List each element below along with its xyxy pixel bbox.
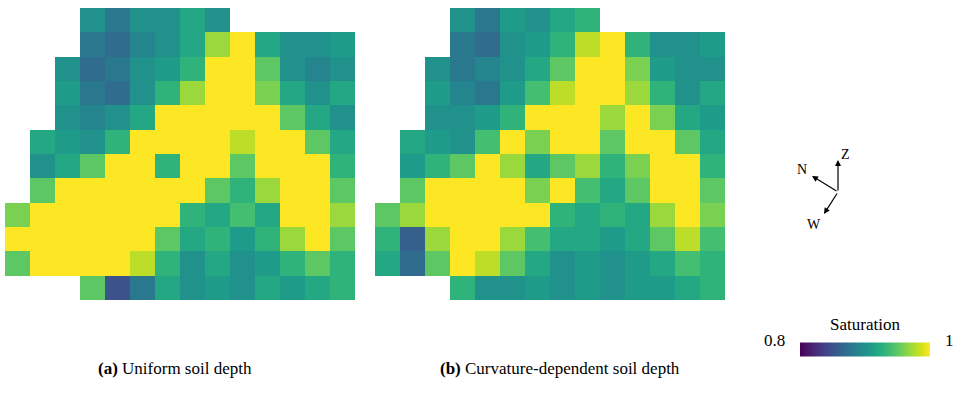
svg-text:Z: Z bbox=[841, 147, 850, 162]
svg-text:W: W bbox=[807, 217, 821, 232]
svg-text:0.8: 0.8 bbox=[764, 331, 785, 350]
svg-text:(a) Uniform soil depth: (a) Uniform soil depth bbox=[98, 359, 252, 378]
svg-text:(b) Curvature-dependent soil d: (b) Curvature-dependent soil depth bbox=[440, 359, 680, 378]
svg-text:1: 1 bbox=[945, 331, 954, 350]
svg-text:Saturation: Saturation bbox=[830, 315, 900, 334]
svg-text:N: N bbox=[797, 162, 807, 177]
